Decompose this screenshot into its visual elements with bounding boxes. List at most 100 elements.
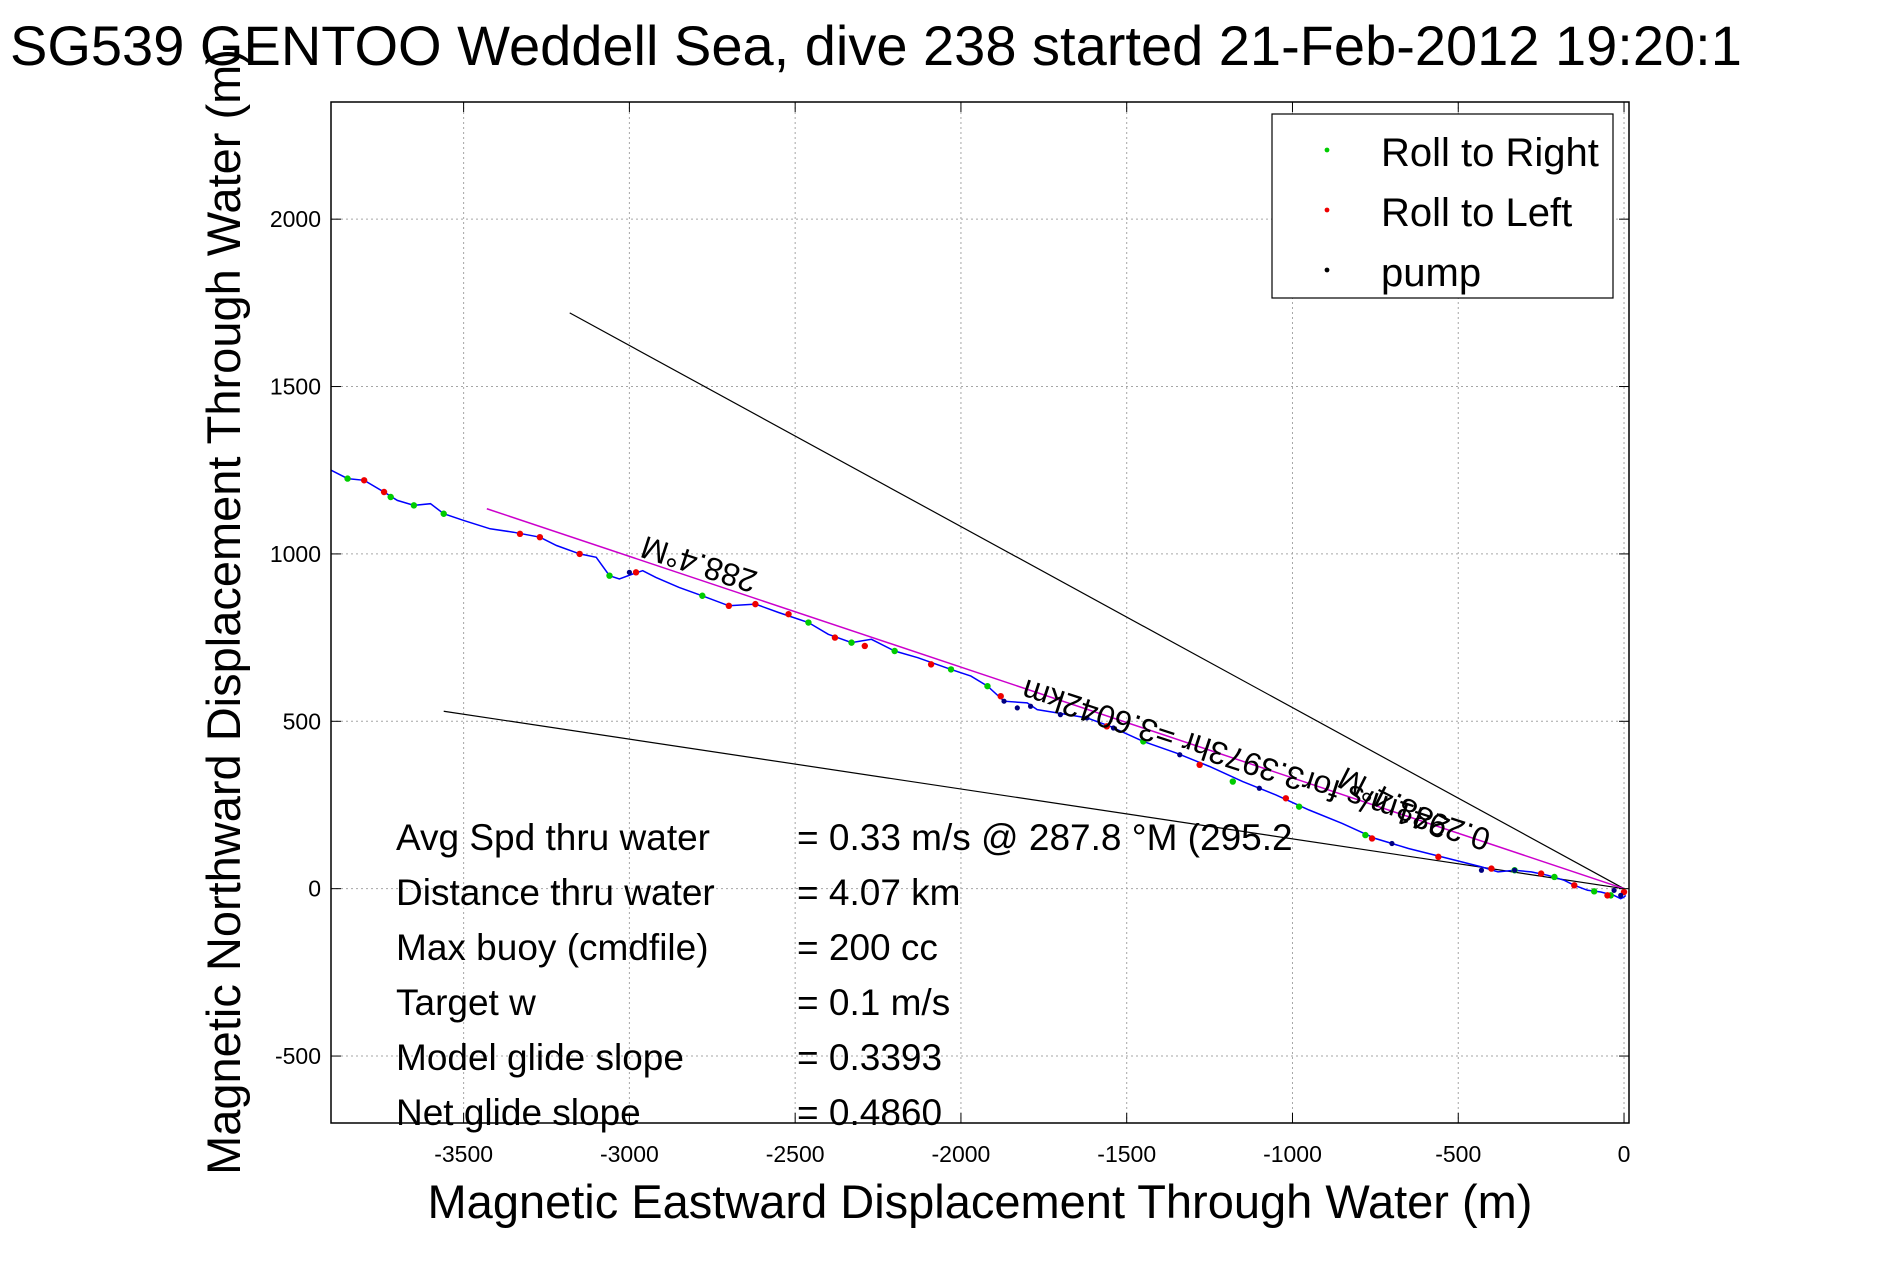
roll-right-point: [606, 572, 613, 579]
roll-right-point: [947, 666, 955, 673]
y-tick-label: 0: [308, 876, 321, 902]
roll-right-point: [1229, 778, 1237, 785]
roll-left-point: [1368, 835, 1376, 842]
roll-right-point: [805, 619, 812, 626]
roll-left-point: [861, 642, 868, 650]
y-axis-label: Magnetic Northward Displacement Through …: [197, 49, 250, 1175]
stat-value: = 4.07 km: [797, 872, 961, 913]
roll-right-point: [440, 510, 447, 517]
roll-left-point: [1435, 853, 1442, 861]
x-tick-label: 0: [1618, 1141, 1631, 1167]
plot-frame: [330, 101, 1630, 1124]
legend-marker: [1324, 207, 1330, 213]
stat-value: = 0.3393: [797, 1037, 942, 1078]
roll-left-point: [725, 602, 733, 610]
pump-point: [1256, 785, 1262, 791]
stat-label: Distance thru water: [396, 872, 715, 913]
roll-left-point: [927, 661, 935, 668]
pump-point: [1611, 887, 1617, 893]
stat-label: Avg Spd thru water: [396, 817, 710, 858]
pump-point: [626, 569, 632, 575]
pump-point: [1389, 840, 1395, 847]
roll-left-point: [1604, 892, 1611, 899]
roll-left-point: [1488, 865, 1495, 872]
roll-left-point: [1537, 870, 1545, 877]
stat-label: Net glide slope: [396, 1092, 641, 1133]
pump-point: [1084, 715, 1090, 721]
roll-left-point: [1196, 761, 1203, 769]
roll-left-points: [360, 477, 1628, 899]
roll-left-point: [360, 477, 368, 484]
roll-right-point: [410, 502, 418, 509]
pump-point: [1057, 712, 1063, 718]
x-tick-label: -3500: [434, 1141, 493, 1167]
cone-lines: [443, 312, 1625, 890]
legend-label: pump: [1381, 251, 1481, 295]
y-tick-label: 1000: [270, 541, 321, 567]
legend-label: Roll to Left: [1381, 191, 1572, 235]
chart-title: SG539 GENTOO Weddell Sea, dive 238 start…: [10, 14, 1742, 77]
roll-left-point: [785, 610, 792, 618]
y-tick-label: 500: [283, 708, 321, 734]
stat-label: Target w: [396, 982, 536, 1023]
stat-value: = 0.33 m/s @ 287.8 °M (295.2: [797, 817, 1293, 858]
roll-left-point: [1103, 723, 1111, 730]
legend-box: [1271, 113, 1614, 299]
roll-right-point: [1140, 738, 1147, 745]
roll-right-point: [891, 647, 898, 655]
roll-left-point: [632, 569, 640, 576]
y-tick-label: -500: [275, 1043, 321, 1069]
cone-line: [443, 710, 1625, 890]
x-ticks: -3500 -3000 -2500 -2000 -1500 -1000 -500 0: [434, 102, 1630, 1167]
roll-right-point: [1551, 873, 1558, 881]
roll-left-point: [380, 488, 388, 496]
roll-left-point: [576, 550, 583, 558]
stat-value: = 0.1 m/s: [797, 982, 950, 1023]
y-tick-label: 1500: [270, 374, 321, 400]
x-tick-label: -2000: [932, 1141, 991, 1167]
roll-right-point: [1590, 888, 1598, 895]
legend-marker: [1324, 267, 1330, 273]
pump-point: [1027, 703, 1034, 709]
legend-label: Roll to Right: [1381, 131, 1599, 175]
roll-right-point: [1295, 803, 1303, 810]
roll-right-point: [344, 475, 351, 482]
heading-line: [486, 508, 1625, 890]
x-tick-label: -500: [1435, 1141, 1481, 1167]
roll-right-point: [1362, 831, 1369, 839]
pump-point: [1512, 867, 1518, 873]
legend-marker: [1324, 147, 1330, 153]
roll-left-point: [536, 533, 544, 541]
roll-right-point: [699, 592, 706, 599]
dive-statistics: Avg Spd thru water = 0.33 m/s @ 287.8 °M …: [396, 817, 1293, 1133]
roll-right-point: [387, 493, 394, 501]
roll-right-point: [984, 682, 991, 690]
roll-right-point: [848, 639, 855, 646]
y-ticks: -500 0 500 1000 1500 2000: [270, 206, 1629, 1069]
pump-point: [1110, 725, 1117, 731]
pump-point: [1001, 698, 1007, 704]
roll-left-point: [516, 530, 524, 538]
x-tick-label: -1500: [1097, 1141, 1156, 1167]
x-tick-label: -2500: [766, 1141, 825, 1167]
stat-value: = 200 cc: [797, 927, 938, 968]
roll-left-point: [1571, 882, 1578, 889]
stat-label: Model glide slope: [396, 1037, 684, 1078]
pump-point: [1618, 892, 1624, 898]
stat-label: Max buoy (cmdfile): [396, 927, 709, 968]
roll-left-point: [1282, 795, 1290, 802]
stat-value: = 0.4860: [797, 1092, 942, 1133]
roll-left-point: [831, 634, 839, 641]
pump-point: [1177, 752, 1183, 758]
roll-left-point: [997, 692, 1004, 700]
pump-point: [1478, 867, 1485, 873]
x-axis-label: Magnetic Eastward Displacement Through W…: [428, 1175, 1533, 1228]
y-tick-label: 2000: [270, 206, 321, 232]
x-tick-label: -1000: [1263, 1141, 1322, 1167]
roll-left-point: [752, 600, 759, 608]
pump-point: [1014, 705, 1020, 711]
legend: Roll to Right Roll to Left pump: [1271, 113, 1614, 299]
cone-line: [569, 312, 1625, 890]
pump-points: [626, 569, 1624, 898]
